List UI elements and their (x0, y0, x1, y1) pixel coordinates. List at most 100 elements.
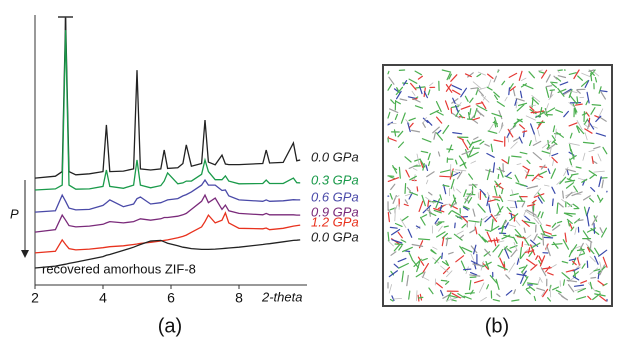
bond (469, 108, 472, 115)
bond (458, 155, 466, 165)
bond (546, 245, 551, 257)
bond (477, 203, 486, 213)
bond (586, 91, 590, 104)
bond (515, 219, 521, 226)
bond (389, 226, 398, 229)
bond (528, 285, 536, 291)
bond (445, 237, 452, 240)
bond (462, 205, 470, 210)
bond (427, 89, 431, 96)
bond (590, 72, 593, 82)
bond (575, 296, 587, 300)
bond (503, 245, 508, 250)
bond (597, 153, 602, 162)
bond (570, 90, 578, 94)
bond (501, 225, 505, 234)
bond (533, 233, 538, 241)
bond (454, 222, 456, 229)
bond (470, 115, 475, 120)
bond (463, 206, 469, 211)
bond (414, 158, 421, 162)
bond (486, 231, 493, 243)
bond (540, 211, 544, 219)
bond (505, 290, 513, 296)
series-label: 0.9 GPa (311, 205, 359, 220)
bond (566, 218, 573, 224)
bond (407, 228, 413, 238)
bond (436, 222, 442, 226)
bond (507, 200, 519, 202)
bond (595, 132, 607, 137)
bond (492, 196, 502, 198)
bond (389, 298, 394, 302)
bond (529, 108, 537, 115)
bond (516, 258, 520, 265)
bond (480, 94, 490, 103)
bond (593, 71, 600, 77)
bond (600, 91, 607, 100)
bond (401, 270, 404, 283)
bond (422, 117, 427, 124)
bond (393, 263, 400, 269)
bond (421, 194, 426, 207)
bond (387, 240, 394, 247)
bond (446, 270, 453, 278)
bond (394, 243, 404, 246)
bond (542, 267, 552, 270)
bond (484, 143, 490, 147)
bond (404, 199, 409, 204)
bond (454, 169, 467, 172)
bond (468, 173, 474, 180)
bond (542, 140, 552, 149)
bond (470, 245, 478, 254)
bond (544, 184, 550, 187)
bond (565, 191, 573, 199)
bond (520, 77, 527, 82)
bond (505, 274, 511, 280)
bond (448, 251, 454, 255)
bond (509, 245, 518, 249)
bond (562, 88, 572, 95)
bond (586, 238, 593, 243)
bond (533, 188, 542, 197)
bond (484, 248, 491, 257)
bond (568, 142, 580, 146)
bond (587, 246, 595, 255)
bond (441, 69, 452, 73)
bond (475, 102, 484, 105)
bond (578, 242, 584, 251)
bond (573, 284, 585, 287)
bond (408, 122, 414, 129)
bond (551, 222, 557, 228)
bond (596, 194, 601, 202)
bond (504, 222, 509, 229)
bond (435, 132, 443, 141)
bond (460, 260, 467, 272)
bond (468, 146, 474, 158)
series-line (34, 211, 301, 254)
bond (526, 185, 539, 190)
bond (439, 204, 443, 212)
bond (540, 164, 546, 170)
bond (472, 139, 482, 144)
bond (408, 252, 413, 260)
bond (422, 122, 426, 128)
bond (443, 225, 449, 228)
bond (493, 75, 497, 83)
bond (567, 220, 571, 227)
bond (525, 169, 530, 179)
bond (435, 282, 443, 289)
bond (498, 110, 503, 120)
bond (509, 213, 519, 222)
bond (532, 140, 542, 146)
bond (409, 175, 417, 181)
bond (593, 247, 600, 256)
bond (396, 90, 402, 100)
bond (602, 256, 608, 268)
bond (507, 128, 514, 138)
bond (593, 268, 601, 272)
bond (445, 260, 449, 266)
bond (544, 103, 549, 115)
bond (576, 248, 585, 252)
bond (467, 72, 474, 78)
